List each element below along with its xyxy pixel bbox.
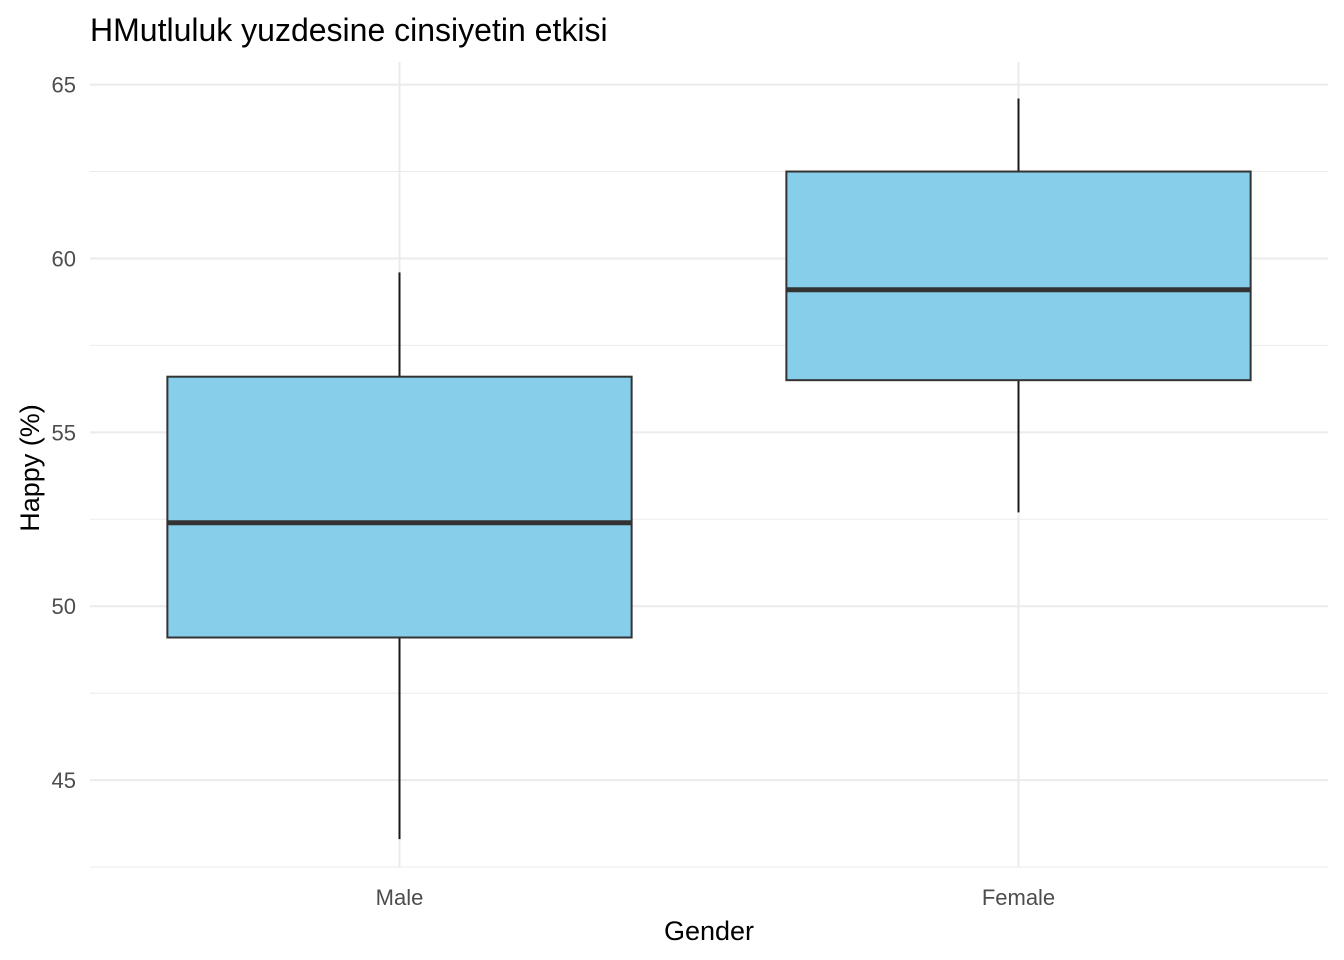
box-male: [166, 272, 633, 840]
plot-panel: [166, 98, 1252, 840]
x-axis-ticks: Male Female: [376, 885, 1056, 910]
y-axis-ticks: 45 50 55 60 65: [52, 73, 76, 793]
box-female: [785, 98, 1252, 513]
y-tick-label: 65: [52, 73, 76, 98]
chart-title: HMutluluk yuzdesine cinsiyetin etkisi: [90, 12, 608, 48]
x-tick-label: Female: [982, 885, 1055, 910]
x-axis-title: Gender: [664, 916, 754, 946]
y-tick-label: 60: [52, 246, 76, 271]
x-tick-label: Male: [376, 885, 424, 910]
y-tick-label: 50: [52, 594, 76, 619]
y-axis-title: Happy (%): [15, 404, 45, 532]
y-tick-label: 55: [52, 420, 76, 445]
interquartile-box: [785, 170, 1252, 382]
y-tick-label: 45: [52, 768, 76, 793]
interquartile-box: [166, 375, 633, 639]
